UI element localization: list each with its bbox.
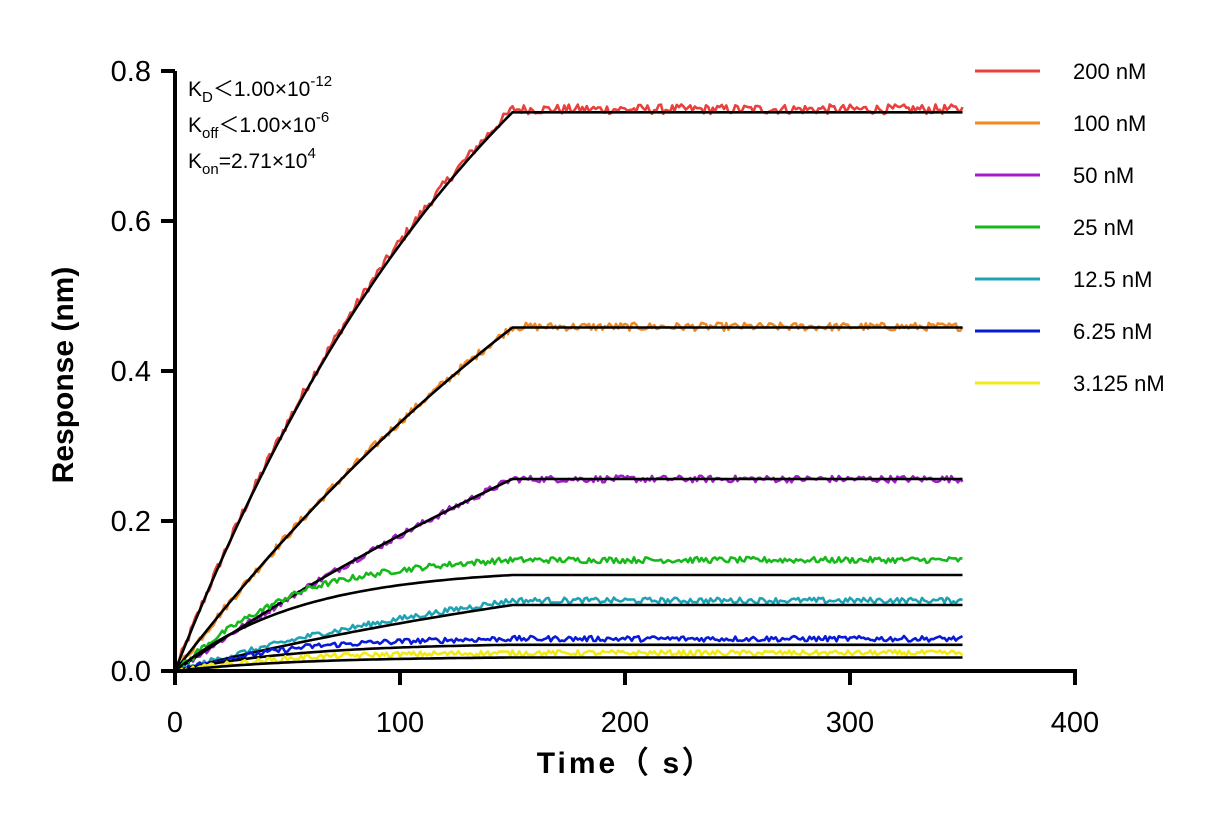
fit-curve (173, 111, 963, 672)
annotation-value: =2.71×10 (219, 150, 308, 173)
annotation-value: ＜1.00×10 (218, 114, 316, 137)
data-series-25-nM (174, 555, 963, 673)
data-series-3-125-nM (174, 648, 964, 674)
x-tick-label: 0 (167, 707, 183, 739)
data-series-12-5-nM (174, 596, 963, 673)
fit-curve (174, 573, 963, 673)
annotation-value: ＜1.00×10 (213, 78, 311, 101)
y-tick-label: 0.2 (111, 506, 151, 538)
fit-curve (173, 326, 963, 672)
x-tick-label: 400 (1051, 707, 1099, 739)
kinetic-annotation: Kon=2.71×104 (188, 145, 316, 178)
annotation-superscript: -12 (310, 73, 332, 90)
y-tick-label: 0.6 (111, 206, 151, 238)
annotation-subscript: off (202, 125, 219, 142)
data-series-200-nM (173, 103, 964, 672)
annotation-subscript: D (202, 89, 213, 106)
curves-group (173, 103, 964, 674)
legend-label: 25 nM (1073, 215, 1134, 240)
legend-label: 6.25 nM (1073, 319, 1153, 344)
annotation-superscript: 4 (307, 145, 315, 162)
data-series-100-nM (173, 321, 964, 672)
fit-curve (174, 656, 963, 673)
fit-curve (174, 603, 963, 673)
annotation-base: K (188, 78, 202, 101)
data-series-6-25-nM (174, 634, 964, 674)
x-tick-label: 300 (826, 707, 874, 739)
legend-label: 200 nM (1073, 59, 1146, 84)
annotation-base: K (188, 150, 202, 173)
legend: 200 nM 100 nM 50 nM 25 nM 12.5 nM 6.25 nM 3.12… (975, 59, 1165, 396)
legend-label: 3.125 nM (1073, 371, 1165, 396)
annotation-subscript: on (202, 161, 219, 178)
x-axis-title: Time（ s） (537, 746, 716, 780)
ticks-group: 0 100 200 300 400 0.0 0.2 0.4 0.6 0.8 (111, 56, 1100, 739)
annotation-base: K (188, 114, 202, 137)
legend-label: 12.5 nM (1073, 267, 1153, 292)
fit-curve (174, 643, 963, 673)
x-tick-label: 100 (376, 707, 424, 739)
x-tick-label: 200 (601, 707, 649, 739)
legend-label: 100 nM (1073, 111, 1146, 136)
kinetic-annotation: Koff＜1.00×10-6 (188, 109, 329, 142)
annotation-superscript: -6 (316, 109, 329, 126)
y-tick-label: 0.4 (111, 356, 151, 388)
kinetic-annotation: KD＜1.00×10-12 (188, 73, 332, 106)
legend-label: 50 nM (1073, 163, 1134, 188)
y-axis-title: Response (nm) (47, 267, 80, 484)
y-tick-label: 0.8 (111, 56, 151, 88)
y-tick-label: 0.0 (111, 656, 151, 688)
